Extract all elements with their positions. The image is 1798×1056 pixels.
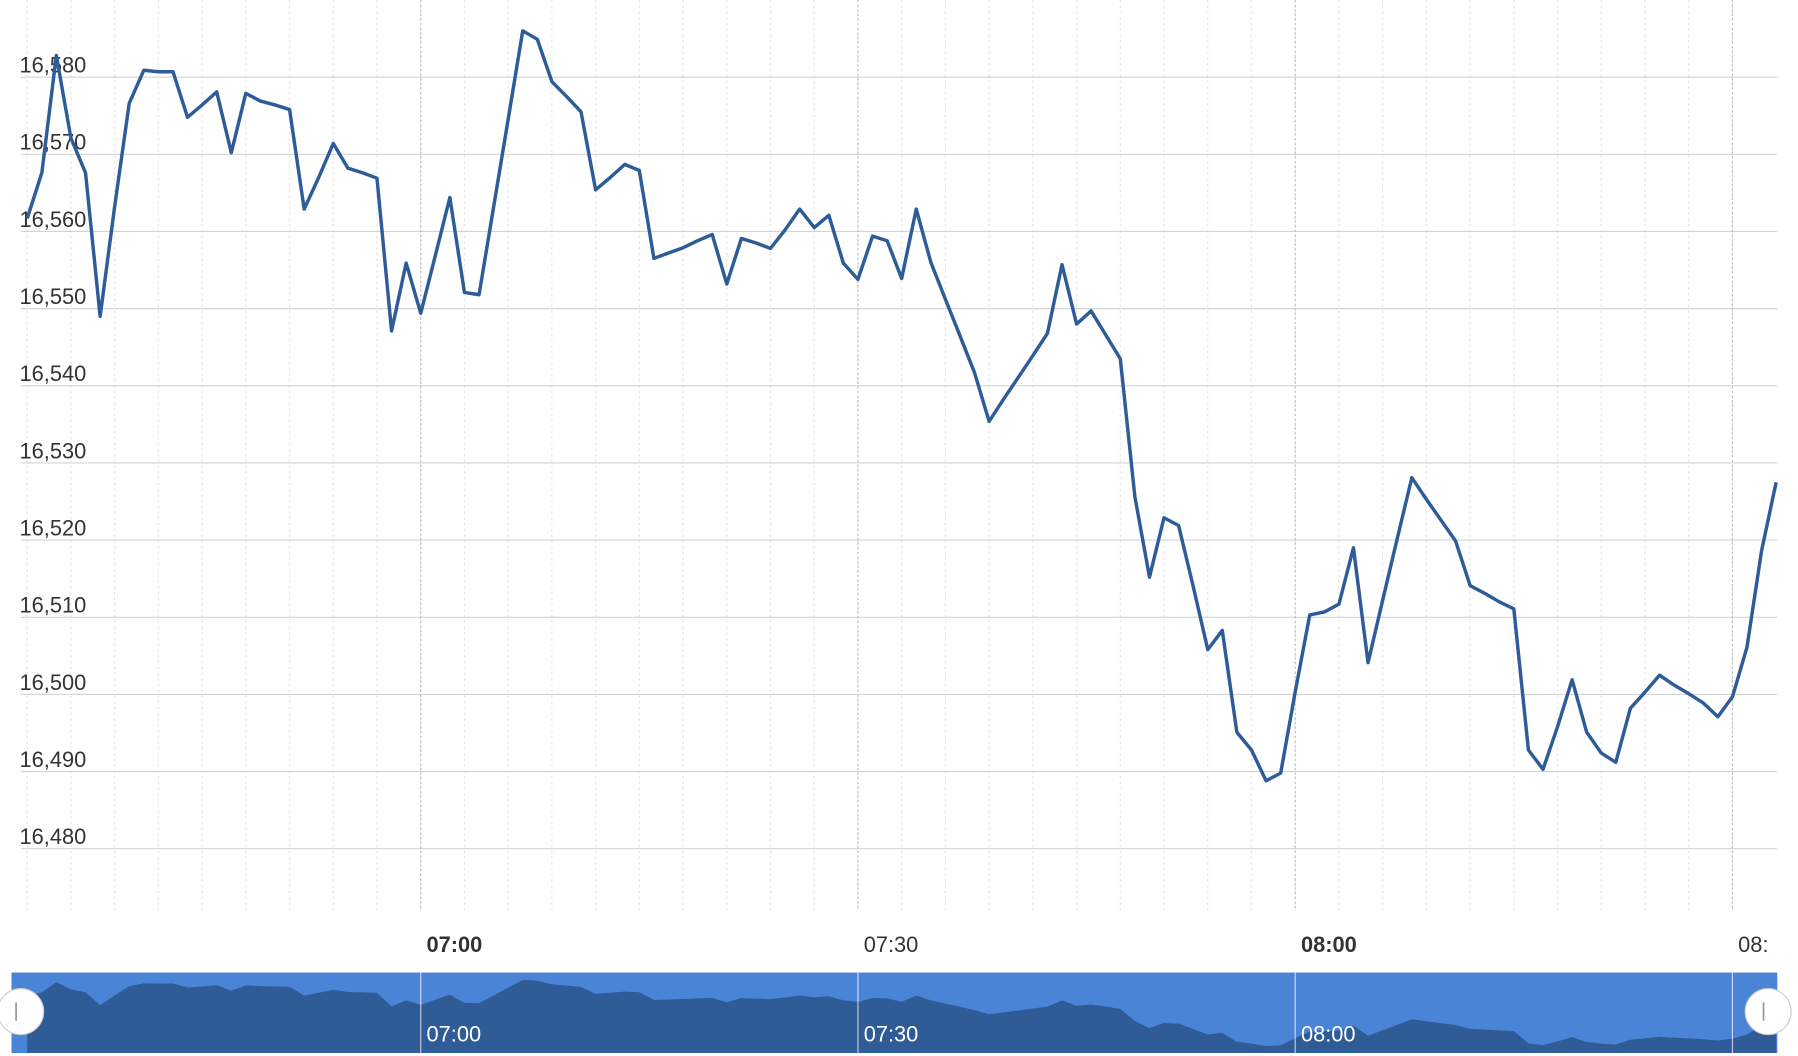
x-tick-label: 07:30 [864, 932, 919, 957]
navigator-tick-label: 08:00 [1301, 1022, 1356, 1047]
navigator-handle[interactable] [0, 988, 45, 1036]
y-tick-label: 16,520 [20, 516, 87, 541]
x-tick-label: 08: [1738, 932, 1768, 957]
navigator-area [27, 979, 1777, 1054]
y-tick-label: 16,490 [20, 747, 87, 772]
x-tick-label: 07:00 [426, 932, 482, 957]
navigator-tick-label: 07:30 [864, 1022, 919, 1047]
y-tick-label: 16,480 [20, 824, 87, 849]
y-tick-label: 16,510 [20, 593, 87, 618]
navigator-handle[interactable] [1744, 988, 1792, 1036]
price-line [25, 29, 1778, 783]
x-tick-label: 08:00 [1301, 932, 1357, 957]
y-tick-label: 16,530 [20, 438, 87, 463]
y-tick-label: 16,500 [20, 670, 87, 695]
navigator-tick-label: 07:00 [426, 1022, 481, 1047]
y-tick-label: 16,550 [20, 284, 87, 309]
y-tick-label: 16,540 [20, 361, 87, 386]
